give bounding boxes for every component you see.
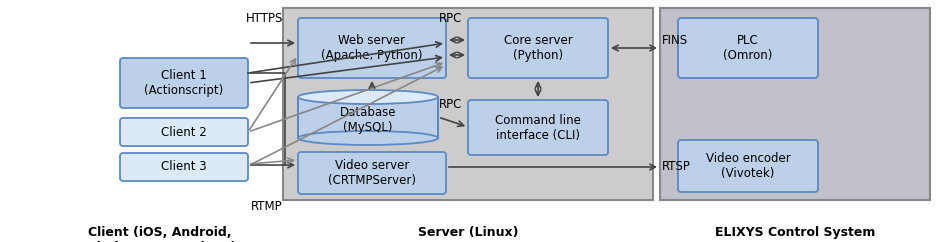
- Text: Database
(MySQL): Database (MySQL): [340, 106, 396, 135]
- FancyBboxPatch shape: [298, 152, 446, 194]
- Bar: [283, 8, 653, 200]
- Text: RTMP: RTMP: [252, 200, 283, 213]
- Text: Video server
(CRTMPServer): Video server (CRTMPServer): [328, 159, 416, 187]
- Text: FINS: FINS: [662, 33, 688, 46]
- FancyBboxPatch shape: [678, 18, 818, 78]
- Text: Client 3: Client 3: [162, 160, 207, 174]
- FancyBboxPatch shape: [468, 18, 608, 78]
- Ellipse shape: [298, 131, 438, 145]
- Text: Command line
interface (CLI): Command line interface (CLI): [495, 113, 581, 142]
- Bar: [298, 97, 438, 138]
- FancyBboxPatch shape: [298, 18, 446, 78]
- Text: Server (Linux): Server (Linux): [418, 226, 519, 239]
- Ellipse shape: [298, 90, 438, 104]
- Text: HTTPS: HTTPS: [246, 12, 283, 25]
- FancyBboxPatch shape: [120, 118, 248, 146]
- Text: PLC
(Omron): PLC (Omron): [723, 34, 772, 62]
- FancyBboxPatch shape: [468, 100, 608, 155]
- Bar: [660, 8, 930, 200]
- FancyBboxPatch shape: [678, 140, 818, 192]
- Text: Client 1
(Actionscript): Client 1 (Actionscript): [144, 69, 223, 97]
- Text: Client 2: Client 2: [162, 126, 207, 138]
- Text: RPC: RPC: [439, 12, 462, 25]
- Text: ELIXYS Control System: ELIXYS Control System: [714, 226, 875, 239]
- Text: Client (iOS, Android,
Windows, Mac, Linux): Client (iOS, Android, Windows, Mac, Linu…: [84, 226, 237, 242]
- Text: RTSP: RTSP: [662, 160, 691, 174]
- Text: Web server
(Apache, Python): Web server (Apache, Python): [321, 34, 423, 62]
- Text: RPC: RPC: [439, 98, 462, 111]
- Text: Core server
(Python): Core server (Python): [504, 34, 572, 62]
- Text: Video encoder
(Vivotek): Video encoder (Vivotek): [706, 152, 790, 180]
- FancyBboxPatch shape: [120, 58, 248, 108]
- FancyBboxPatch shape: [120, 153, 248, 181]
